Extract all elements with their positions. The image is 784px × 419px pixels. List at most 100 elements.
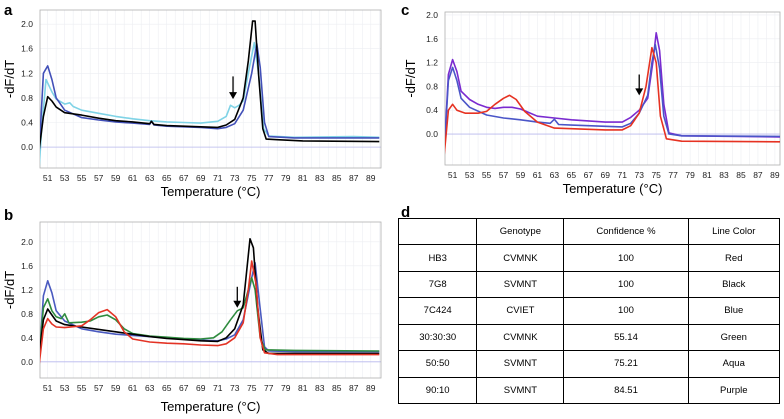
series-line-purple — [445, 31, 780, 152]
x-tick-label: 63 — [550, 170, 560, 180]
table-row: HB3 CVMNK 100 Red — [397, 244, 781, 272]
x-tick-label: 69 — [196, 173, 206, 183]
x-tick-label: 67 — [179, 383, 189, 393]
table-cell: Black — [687, 270, 781, 299]
y-tick-label: 0.4 — [21, 118, 33, 128]
panel-label-b: b — [4, 207, 14, 224]
x-tick-label: 59 — [111, 383, 121, 393]
x-tick-label: 61 — [128, 383, 138, 393]
x-tick-label: 83 — [315, 173, 325, 183]
table-cell: 100 — [563, 244, 689, 272]
y-tick-label: 0.4 — [426, 105, 438, 115]
x-tick-label: 75 — [247, 383, 257, 393]
y-tick-label: 0.0 — [21, 142, 33, 152]
table-cell: SVMNT — [476, 270, 565, 299]
x-tick-label: 87 — [349, 383, 359, 393]
x-tick-label: 83 — [315, 383, 325, 393]
y-tick-label: 0.8 — [426, 81, 438, 91]
table-cell: Purple — [687, 376, 781, 405]
x-tick-label: 77 — [668, 170, 678, 180]
x-tick-label: 57 — [499, 170, 509, 180]
table-cell: 100 — [563, 270, 689, 299]
x-tick-label: 85 — [332, 173, 342, 183]
table-cell: 100 — [563, 297, 689, 325]
x-tick-label: 67 — [179, 173, 189, 183]
x-tick-label: 63 — [145, 383, 155, 393]
x-tick-label: 85 — [332, 383, 342, 393]
x-axis-title: Temperature (°C) — [563, 181, 663, 196]
x-tick-label: 77 — [264, 173, 274, 183]
table-cell: SVMNT — [476, 350, 565, 378]
series-line-black — [40, 20, 380, 150]
table-row: 90:10 SVMNT 84.51 Purple — [397, 376, 781, 405]
y-tick-label: 2.0 — [21, 19, 33, 29]
x-tick-label: 61 — [533, 170, 543, 180]
x-tick-label: 65 — [567, 170, 577, 180]
x-tick-label: 77 — [264, 383, 274, 393]
x-tick-label: 55 — [77, 383, 87, 393]
x-tick-label: 57 — [94, 383, 104, 393]
x-tick-label: 55 — [77, 173, 87, 183]
arrow-head-icon — [233, 300, 242, 308]
table-cell: HB3 — [397, 244, 478, 272]
x-tick-label: 75 — [651, 170, 661, 180]
y-tick-label: 1.6 — [21, 261, 33, 271]
series-line-red — [40, 260, 380, 365]
x-tick-label: 65 — [162, 383, 172, 393]
table-header-row: Genotype Confidence % Line Color — [397, 217, 781, 246]
y-tick-label: 0.0 — [426, 129, 438, 139]
y-axis-title: -dF/dT — [403, 59, 418, 97]
table-cell: CVMNK — [476, 244, 565, 272]
table-row: 7G8 SVMNT 100 Black — [397, 270, 781, 299]
table-cell: 84.51 — [563, 376, 689, 405]
x-tick-label: 79 — [281, 383, 291, 393]
x-tick-label: 53 — [465, 170, 475, 180]
x-tick-label: 85 — [736, 170, 746, 180]
x-tick-label: 73 — [230, 173, 240, 183]
table-header-cell — [397, 217, 478, 246]
x-tick-label: 89 — [366, 383, 376, 393]
table-cell: Aqua — [687, 350, 781, 378]
x-tick-label: 81 — [298, 173, 308, 183]
y-tick-label: 2.0 — [426, 10, 438, 20]
chart-a: 51 53 55 57 59 61 63 65 67 69 71 73 75 77 79 81 83 85 87 89… — [2, 9, 382, 199]
y-axis-title: -dF/dT — [2, 60, 17, 98]
series-line-red — [445, 46, 780, 155]
panel-label-a: a — [4, 2, 13, 19]
x-tick-label: 83 — [719, 170, 729, 180]
x-tick-label: 59 — [111, 173, 121, 183]
x-tick-label: 71 — [618, 170, 628, 180]
x-tick-label: 81 — [702, 170, 712, 180]
x-tick-label: 63 — [145, 173, 155, 183]
x-tick-label: 79 — [685, 170, 695, 180]
x-tick-label: 51 — [43, 383, 53, 393]
x-tick-label: 59 — [516, 170, 526, 180]
x-tick-label: 89 — [366, 173, 376, 183]
table-cell: 90:10 — [397, 376, 478, 405]
x-tick-label: 69 — [601, 170, 611, 180]
table-cell: 7C424 — [397, 297, 478, 325]
y-tick-label: 1.6 — [426, 34, 438, 44]
x-tick-label: 87 — [753, 170, 763, 180]
table-cell: CVMNK — [476, 323, 565, 352]
y-tick-label: 2.0 — [21, 237, 33, 247]
x-tick-label: 51 — [448, 170, 458, 180]
table-cell: 30:30:30 — [397, 323, 478, 352]
table-cell: SVMNT — [476, 376, 565, 405]
table-header-cell: Genotype — [476, 217, 565, 246]
genotype-table: Genotype Confidence % Line Color HB3 CVMNK 10… — [397, 217, 781, 405]
x-tick-label: 79 — [281, 173, 291, 183]
y-tick-label: 1.2 — [21, 68, 33, 78]
y-tick-label: 0.4 — [21, 333, 33, 343]
x-tick-label: 75 — [247, 173, 257, 183]
y-tick-label: 1.2 — [21, 285, 33, 295]
y-axis-title: -dF/dT — [2, 271, 17, 309]
arrow-head-icon — [635, 88, 644, 96]
x-tick-label: 55 — [482, 170, 492, 180]
table-cell: Red — [687, 244, 781, 272]
table-cell: 50:50 — [397, 350, 478, 378]
y-tick-label: 1.2 — [426, 58, 438, 68]
arrow-head-icon — [229, 92, 238, 100]
x-axis-title: Temperature (°C) — [161, 399, 261, 414]
